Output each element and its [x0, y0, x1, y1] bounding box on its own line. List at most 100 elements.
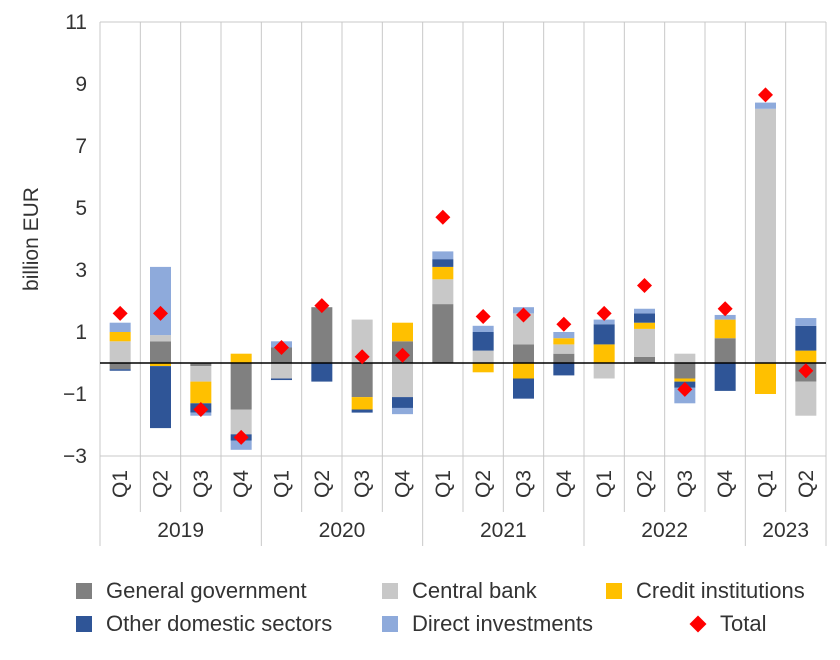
bar-direct-investments — [755, 102, 776, 109]
legend-label: Central bank — [412, 578, 537, 603]
bar-direct-investments — [795, 318, 817, 326]
bar-credit-institutions — [674, 378, 696, 382]
y-tick-label: 5 — [75, 197, 87, 220]
legend-label: Total — [720, 611, 767, 636]
x-tick-label: Q3 — [351, 470, 374, 498]
bar-central-bank — [150, 335, 171, 342]
total-marker — [153, 305, 168, 321]
x-tick-label: Q1 — [109, 470, 132, 498]
bar-credit-institutions — [472, 363, 494, 373]
bar-central-bank — [593, 363, 615, 379]
bar-credit-institutions — [634, 322, 655, 329]
bar-credit-institutions — [553, 338, 575, 345]
total-marker — [596, 305, 612, 321]
x-tick-label: Q2 — [472, 470, 495, 498]
bar-direct-investments — [230, 440, 252, 450]
x-tick-label: Q4 — [553, 470, 576, 498]
total-marker — [556, 316, 572, 332]
bar-other-domestic-sectors — [472, 332, 494, 351]
bar-direct-investments — [634, 308, 655, 314]
bar-direct-investments — [109, 322, 131, 332]
bar-other-domestic-sectors — [513, 378, 534, 399]
bar-central-bank — [795, 381, 817, 416]
bar-direct-investments — [593, 319, 615, 325]
year-label: 2020 — [319, 519, 366, 542]
x-tick-label: Q3 — [513, 470, 536, 498]
legend-label: Other domestic sectors — [106, 611, 333, 636]
bar-credit-institutions — [755, 363, 776, 394]
x-tick-label: Q2 — [634, 470, 657, 498]
bar-general-government — [351, 363, 373, 398]
bar-other-domestic-sectors — [109, 369, 131, 371]
y-tick-label: −1 — [63, 383, 87, 406]
total-marker — [677, 381, 693, 397]
bar-other-domestic-sectors — [351, 409, 373, 413]
year-label: 2022 — [641, 519, 688, 542]
bar-central-bank — [271, 363, 292, 379]
year-label: 2023 — [762, 519, 809, 542]
bar-general-government — [109, 363, 131, 370]
bar-central-bank — [230, 409, 252, 435]
legend-swatch-general-government — [76, 583, 92, 599]
bar-central-bank — [351, 319, 373, 363]
y-tick-label: 9 — [75, 73, 87, 96]
bar-other-domestic-sectors — [150, 366, 171, 429]
bar-central-bank — [472, 350, 494, 363]
bar-credit-institutions — [795, 350, 817, 363]
bar-credit-institutions — [230, 353, 252, 363]
total-marker — [274, 340, 289, 355]
bar-other-domestic-sectors — [432, 259, 454, 267]
bar-central-bank — [190, 366, 212, 382]
x-tick-label: Q4 — [714, 470, 737, 498]
y-tick-label: −3 — [63, 445, 87, 468]
x-tick-label: Q1 — [755, 470, 778, 498]
bar-general-government — [714, 338, 736, 363]
total-marker — [233, 429, 249, 445]
legend-label: Credit institutions — [636, 578, 805, 603]
total-marker — [354, 349, 370, 365]
bar-credit-institutions — [392, 322, 413, 342]
bar-central-bank — [513, 313, 534, 345]
total-marker — [758, 87, 773, 103]
legend-label: General government — [106, 578, 307, 603]
bar-other-domestic-sectors — [714, 363, 736, 391]
legend-swatch-direct-investments — [382, 616, 398, 632]
y-tick-label: 7 — [75, 135, 87, 158]
legend-item-general-government: General government — [76, 578, 307, 604]
y-tick-label: 1 — [75, 321, 87, 344]
total-marker — [637, 278, 652, 293]
bar-credit-institutions — [109, 332, 131, 342]
legend: General government Central bank Credit i… — [0, 572, 840, 652]
bar-general-government — [634, 356, 655, 363]
bar-other-domestic-sectors — [795, 325, 817, 351]
x-tick-label: Q4 — [230, 470, 253, 498]
bar-central-bank — [634, 328, 655, 357]
bar-general-government — [432, 304, 454, 363]
bar-central-bank — [553, 344, 575, 354]
year-label: 2019 — [157, 519, 204, 542]
x-tick-label: Q4 — [392, 470, 415, 498]
legend-swatch-other-domestic-sectors — [76, 616, 92, 632]
bar-direct-investments — [472, 325, 494, 332]
legend-swatch-credit-institutions — [606, 583, 622, 599]
bar-other-domestic-sectors — [593, 324, 615, 345]
legend-marker-total — [689, 615, 707, 633]
x-tick-label: Q2 — [795, 470, 818, 498]
legend-item-other-domestic-sectors: Other domestic sectors — [76, 611, 332, 637]
year-label: 2021 — [480, 519, 527, 542]
bar-central-bank — [432, 279, 454, 305]
bar-central-bank — [109, 341, 131, 363]
total-marker — [798, 363, 814, 379]
bar-direct-investments — [432, 251, 454, 260]
bar-direct-investments — [553, 332, 575, 339]
y-tick-label: 11 — [65, 11, 87, 34]
x-tick-label: Q1 — [593, 470, 616, 498]
bar-credit-institutions — [513, 363, 534, 379]
bar-central-bank — [392, 363, 413, 398]
bar-general-government — [553, 353, 575, 363]
bar-central-bank — [755, 108, 776, 363]
bar-direct-investments — [714, 314, 736, 320]
x-tick-label: Q3 — [190, 470, 213, 498]
bar-direct-investments — [150, 266, 171, 336]
